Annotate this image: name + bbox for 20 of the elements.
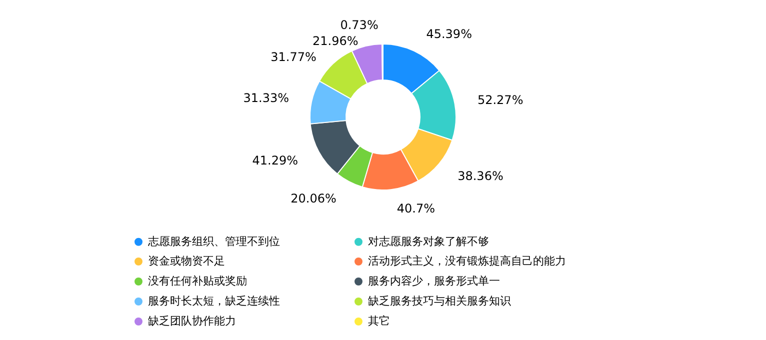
legend-label: 缺乏团队协作能力 (148, 314, 236, 328)
data-label: 38.36% (458, 168, 504, 183)
data-label: 20.06% (290, 192, 336, 206)
legend-label: 服务内容少，服务形式单一 (368, 274, 500, 288)
legend-label: 对志愿服务对象了解不够 (368, 234, 489, 248)
data-label: 45.39% (426, 26, 472, 41)
data-label: 0.73% (340, 18, 378, 32)
legend-label: 活动形式主义，没有锻炼提高自己的能力 (368, 254, 566, 268)
legend-label: 没有任何补贴或奖励 (148, 274, 247, 288)
data-label: 52.27% (477, 93, 524, 108)
legend-label: 服务时长太短，缺乏连续性 (148, 294, 280, 308)
data-label: 21.96% (312, 34, 358, 48)
legend-label: 其它 (368, 314, 390, 328)
data-label: 40.7% (396, 201, 436, 216)
legend-label: 志愿服务组织、管理不到位 (148, 234, 280, 248)
data-label: 41.29% (252, 154, 298, 168)
legend-label: 缺乏服务技巧与相关服务知识 (368, 294, 511, 308)
data-label: 31.77% (270, 50, 316, 64)
data-label: 31.33% (243, 90, 290, 105)
legend-label: 资金或物资不足 (148, 254, 225, 268)
